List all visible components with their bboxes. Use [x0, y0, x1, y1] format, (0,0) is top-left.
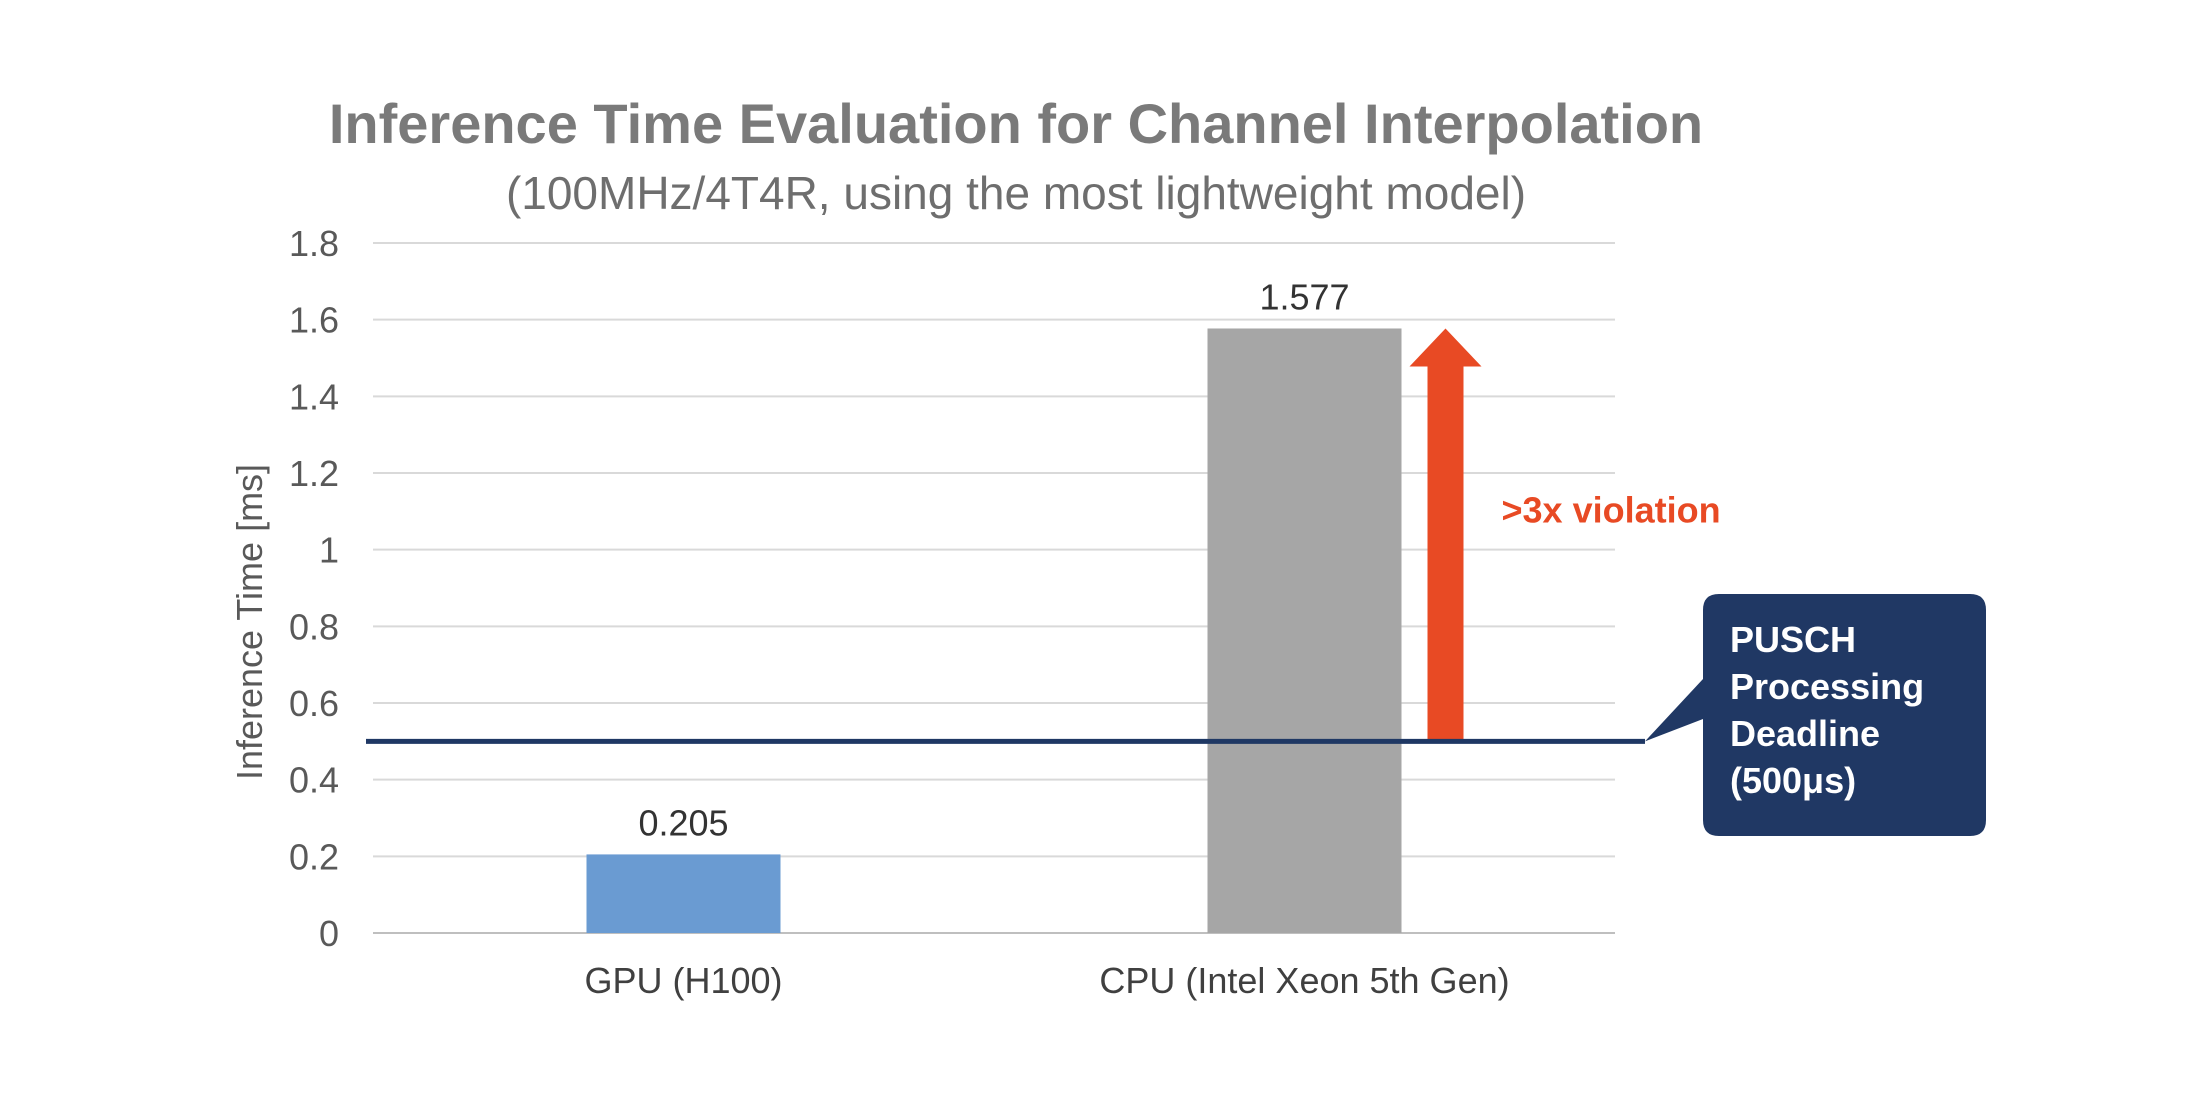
deadline-callout-text: Deadline [1730, 713, 1880, 754]
chart-title: Inference Time Evaluation for Channel In… [329, 92, 1703, 155]
y-axis-ticks: 0 0.2 0.4 0.6 0.8 1 1.2 1.4 1.6 1.8 [289, 223, 339, 954]
y-tick-label: 1 [319, 530, 339, 571]
up-arrow-icon [1409, 328, 1482, 742]
y-tick-label: 1.4 [289, 376, 339, 417]
y-axis-title: Inference Time [ms] [229, 464, 270, 780]
deadline-callout-box [1645, 594, 1986, 836]
chart-subtitle: (100MHz/4T4R, using the most lightweight… [506, 167, 1526, 219]
data-labels: 0.205 1.577 [638, 276, 1349, 843]
bars [586, 328, 1402, 933]
deadline-callout-text: Processing [1730, 666, 1924, 707]
data-label: 0.205 [638, 802, 728, 843]
y-tick-label: 1.2 [289, 453, 339, 494]
deadline-callout-text: (500μs) [1730, 760, 1856, 801]
y-tick-label: 0.8 [289, 606, 339, 647]
category-label: CPU (Intel Xeon 5th Gen) [1099, 960, 1509, 1001]
y-tick-label: 0.4 [289, 760, 339, 801]
category-labels: GPU (H100) CPU (Intel Xeon 5th Gen) [584, 960, 1509, 1001]
y-tick-label: 0.6 [289, 683, 339, 724]
bar [1207, 328, 1402, 933]
y-tick-label: 0.2 [289, 836, 339, 877]
data-label: 1.577 [1259, 276, 1349, 317]
deadline-callout-text: PUSCH [1730, 619, 1856, 660]
violation-label: >3x violation [1502, 490, 1721, 531]
gridlines [373, 242, 1615, 934]
category-label: GPU (H100) [584, 960, 782, 1001]
y-tick-label: 1.6 [289, 300, 339, 341]
violation-annotation: >3x violation [1409, 328, 1721, 742]
y-tick-label: 1.8 [289, 223, 339, 264]
deadline-threshold: PUSCH Processing Deadline (500μs) [366, 594, 1986, 836]
bar [586, 854, 781, 933]
y-tick-label: 0 [319, 913, 339, 954]
